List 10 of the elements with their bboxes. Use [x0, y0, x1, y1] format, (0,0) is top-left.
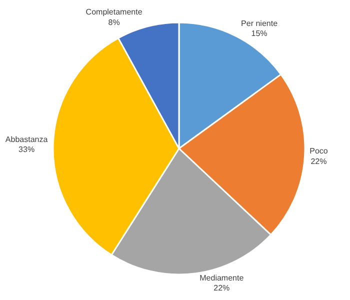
data-label: 22% — [310, 157, 327, 166]
slice-label: Poco — [310, 146, 328, 156]
data-label: 15% — [251, 29, 268, 38]
data-label: 8% — [108, 18, 120, 28]
slice-label: Completamente — [86, 8, 143, 17]
data-label: 22% — [214, 284, 230, 293]
slice-label: Abbastanza — [5, 134, 48, 144]
data-label: 33% — [18, 145, 35, 154]
slice-label: Mediamente — [200, 273, 244, 282]
slice-label: Per niente — [241, 18, 278, 28]
